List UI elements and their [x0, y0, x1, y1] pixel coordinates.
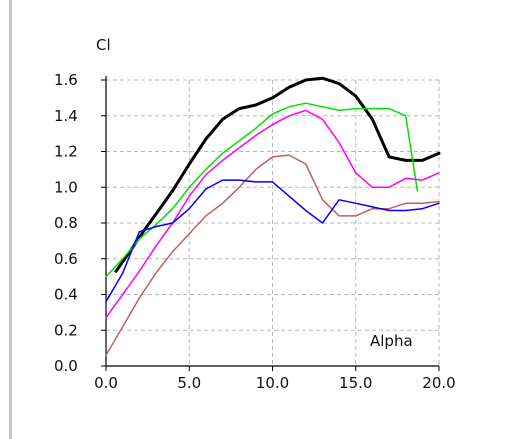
y-axis-label: Cl [96, 36, 111, 54]
y-tick-label: 1.6 [54, 71, 78, 89]
series-line-1 [114, 76, 441, 273]
y-tick-label: 1.2 [54, 143, 78, 161]
x-axis-label: Alpha [370, 332, 413, 350]
x-tick-label: 20.0 [422, 374, 455, 392]
series-lines [105, 76, 441, 357]
y-tick-label: 0.4 [54, 286, 78, 304]
y-tick-label: 1.0 [54, 178, 78, 196]
x-tick-label: 10.0 [256, 374, 289, 392]
x-tick-label: 5.0 [177, 374, 201, 392]
series-line-5 [105, 179, 440, 303]
series-line-3 [105, 109, 440, 319]
x-tick-label: 0.0 [94, 374, 118, 392]
grid [106, 79, 440, 366]
y-tick-label: 0.0 [54, 357, 78, 375]
y-tick-label: 0.2 [54, 321, 78, 339]
window-left-border [9, 0, 12, 439]
y-tick-label: 0.8 [54, 214, 78, 232]
series-line-2 [105, 102, 419, 278]
y-tick-label: 1.4 [54, 107, 78, 125]
x-tick-label: 15.0 [339, 374, 372, 392]
tick-labels: 0.0 0.2 0.4 0.6 0.8 1.0 1.2 1.4 1.6 0.0 5.0 10.0 15.… [54, 71, 456, 392]
y-tick-label: 0.6 [54, 250, 78, 268]
